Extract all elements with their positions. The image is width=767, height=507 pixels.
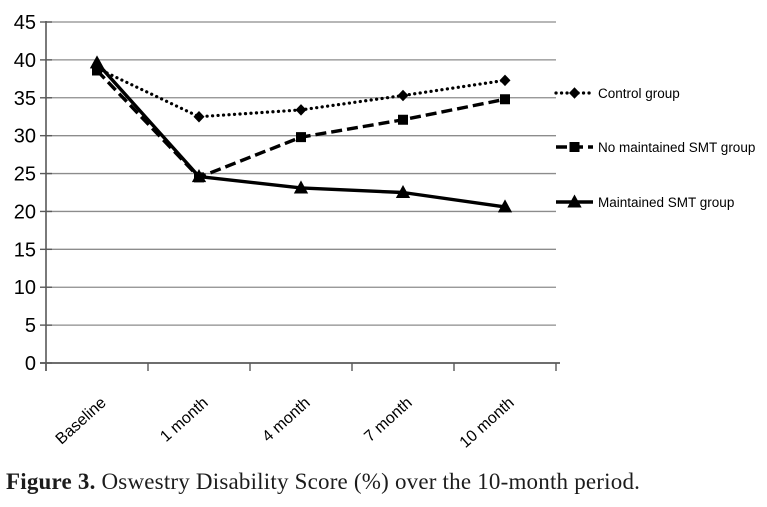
y-axis-tick-label: 10 <box>14 277 36 299</box>
y-axis-tick-label: 0 <box>25 353 36 375</box>
series-marker-no-maintained-smt-group <box>398 114 408 125</box>
legend-marker-no-maintained-smt-group <box>569 142 580 152</box>
y-axis-tick-label: 5 <box>25 315 36 337</box>
series-marker-control-group <box>397 89 409 102</box>
y-axis-tick-label: 45 <box>14 12 36 34</box>
legend-label-no-maintained-smt-group: No maintained SMT group <box>598 140 755 155</box>
series-marker-maintained-smt-group <box>191 169 207 183</box>
x-axis-tick-label: Baseline <box>53 394 110 448</box>
series-marker-maintained-smt-group <box>293 180 309 194</box>
series-marker-no-maintained-smt-group <box>500 94 510 105</box>
series-marker-control-group <box>295 104 307 116</box>
series-marker-maintained-smt-group <box>89 55 105 69</box>
series-marker-maintained-smt-group <box>395 184 411 198</box>
legend-marker-control-group <box>569 87 580 99</box>
x-axis-tick-label: 7 month <box>361 394 415 445</box>
x-axis-tick-label: 1 month <box>157 394 211 445</box>
x-axis-tick-label: 4 month <box>259 394 313 445</box>
figure-caption: Figure 3. Oswestry Disability Score (%) … <box>6 466 756 498</box>
figure-caption-text: Oswestry Disability Score (%) over the 1… <box>95 469 641 494</box>
y-axis-tick-label: 25 <box>14 164 36 186</box>
series-marker-control-group <box>499 74 511 87</box>
legend-label-maintained-smt-group: Maintained SMT group <box>598 195 734 210</box>
x-axis-tick-label: 10 month <box>457 394 518 451</box>
y-axis-tick-label: 30 <box>14 126 36 148</box>
series-marker-no-maintained-smt-group <box>296 132 306 143</box>
legend-label-control-group: Control group <box>598 86 680 101</box>
y-axis-tick-label: 40 <box>14 50 36 72</box>
series-marker-control-group <box>193 111 205 123</box>
y-axis-tick-label: 35 <box>14 88 36 110</box>
chart-svg: 0 5 10 15 20 25 30 35 40 45 Baseline 1 month 4 month… <box>14 12 756 452</box>
y-axis-tick-label: 20 <box>14 201 36 223</box>
series-line-no-maintained-smt-group <box>95 69 506 180</box>
y-axis-tick-label: 15 <box>14 239 36 261</box>
series-marker-maintained-smt-group <box>497 199 513 213</box>
figure-caption-label: Figure 3. <box>6 469 96 494</box>
legend-marker-maintained-smt-group <box>567 194 582 208</box>
